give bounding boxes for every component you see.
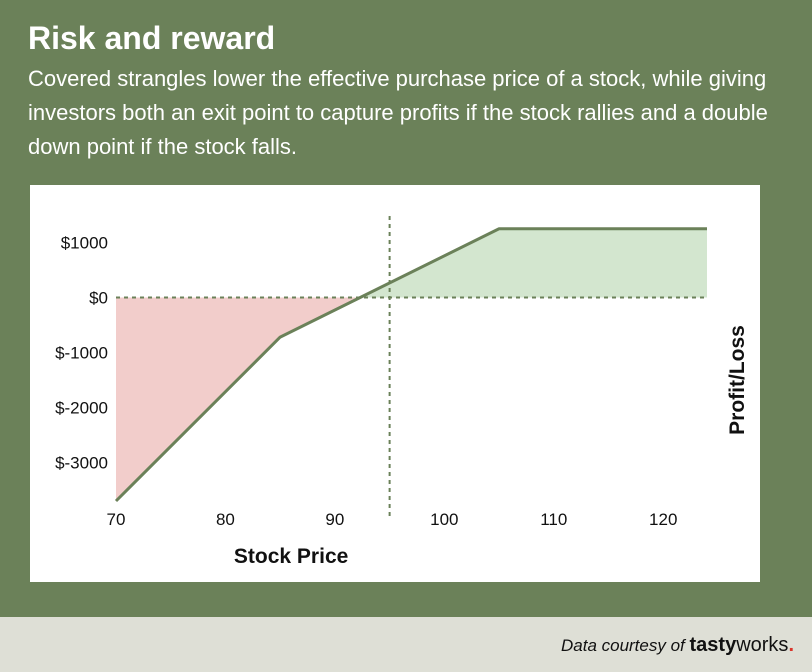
y-tick-label: $0 [89,289,108,308]
payoff-line [114,227,707,503]
x-tick-label: 110 [540,510,567,529]
x-tick-label: 80 [216,510,235,529]
chart-svg: $1000 $0 $-1000 $-2000 $-3000 70 80 90 100 110 120… [55,216,749,568]
y-tick-label: $-2000 [55,399,108,418]
brand-dot: . [788,634,794,656]
loss-area [116,297,361,501]
credit-label: Data courtesy of [560,636,685,655]
chart-panel: Risk and reward Covered strangles lower … [0,0,812,617]
x-axis-title: Stock Price [234,545,348,568]
y-tick-label: $-3000 [55,454,108,473]
x-tick-label: 120 [649,510,677,529]
brand-logo: tastyworks. [689,634,795,656]
y-axis-title: Profit/Loss [726,325,749,435]
x-tick-label: 100 [430,510,458,529]
source-credit: Data courtesy of tastyworks. [561,634,794,657]
y-tick-label: $1000 [61,234,108,253]
chart-title: Risk and reward [28,20,276,56]
x-tick-label: 90 [325,510,344,529]
chart-subtitle: Covered strangles lower the effective pu… [28,66,768,159]
y-tick-label: $-1000 [55,344,108,363]
x-tick-label: 70 [107,510,126,529]
profit-area [360,228,707,298]
brand-text-b: works [736,634,789,656]
brand-text-a: tasty [689,634,737,656]
plot-area: $1000 $0 $-1000 $-2000 $-3000 70 80 90 100 110 120… [30,185,760,582]
